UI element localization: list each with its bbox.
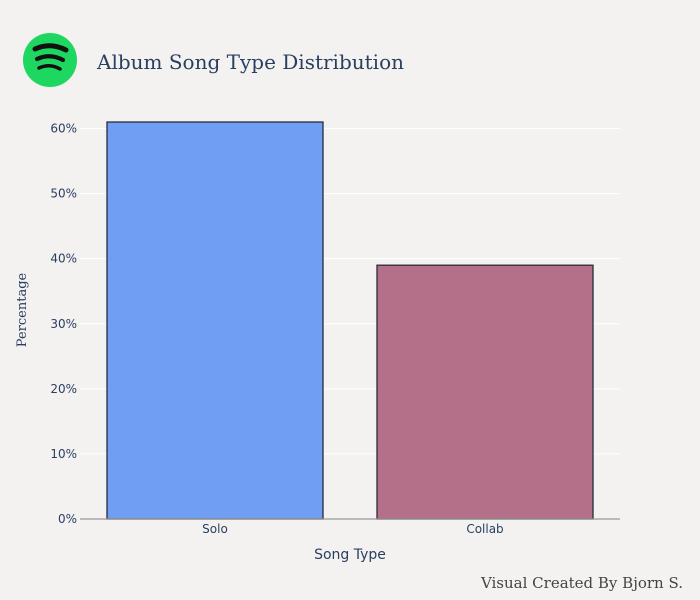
bar-collab (376, 264, 594, 520)
x-tick-label: Collab (466, 522, 503, 536)
bar-solo (106, 121, 324, 520)
chart-title: Album Song Type Distribution (96, 50, 404, 74)
y-tick-labels: 0% 10% 20% 30% 40% 50% 60% (50, 122, 77, 526)
y-tick-label: 60% (50, 122, 77, 136)
y-axis-label: Percentage (15, 272, 30, 347)
credit-text: Visual Created By Bjorn S. (480, 574, 683, 592)
bars (106, 121, 594, 520)
x-axis-label: Song Type (314, 547, 386, 563)
y-tick-label: 40% (50, 252, 77, 266)
y-tick-label: 10% (50, 447, 77, 461)
x-tick-label: Solo (202, 522, 228, 536)
y-tick-label: 30% (50, 317, 77, 331)
x-tick-labels: Solo Collab (202, 522, 504, 536)
y-tick-label: 20% (50, 382, 77, 396)
y-tick-label: 0% (58, 512, 77, 526)
spotify-logo-icon (23, 33, 77, 87)
y-tick-label: 50% (50, 187, 77, 201)
